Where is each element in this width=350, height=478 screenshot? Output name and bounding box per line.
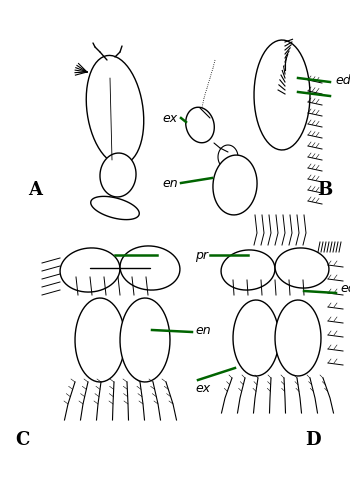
Polygon shape: [100, 153, 136, 197]
Polygon shape: [60, 248, 120, 292]
Polygon shape: [221, 250, 275, 290]
Text: C: C: [15, 431, 29, 449]
Text: ed: ed: [340, 282, 350, 294]
Text: B: B: [317, 181, 332, 199]
Polygon shape: [254, 40, 310, 150]
Polygon shape: [233, 300, 279, 376]
Text: A: A: [28, 181, 42, 199]
Polygon shape: [275, 300, 321, 376]
Text: en: en: [195, 324, 211, 337]
Polygon shape: [213, 155, 257, 215]
Polygon shape: [275, 248, 329, 288]
Text: en: en: [162, 176, 178, 189]
Text: ex: ex: [195, 381, 210, 394]
Polygon shape: [120, 246, 180, 290]
Polygon shape: [120, 298, 170, 382]
Polygon shape: [218, 145, 238, 169]
Polygon shape: [186, 107, 214, 143]
Text: ex: ex: [163, 111, 178, 124]
Polygon shape: [86, 55, 144, 164]
Text: D: D: [305, 431, 321, 449]
Polygon shape: [75, 298, 125, 382]
Polygon shape: [91, 196, 139, 219]
Text: ed: ed: [335, 74, 350, 87]
Text: pr: pr: [195, 249, 208, 261]
